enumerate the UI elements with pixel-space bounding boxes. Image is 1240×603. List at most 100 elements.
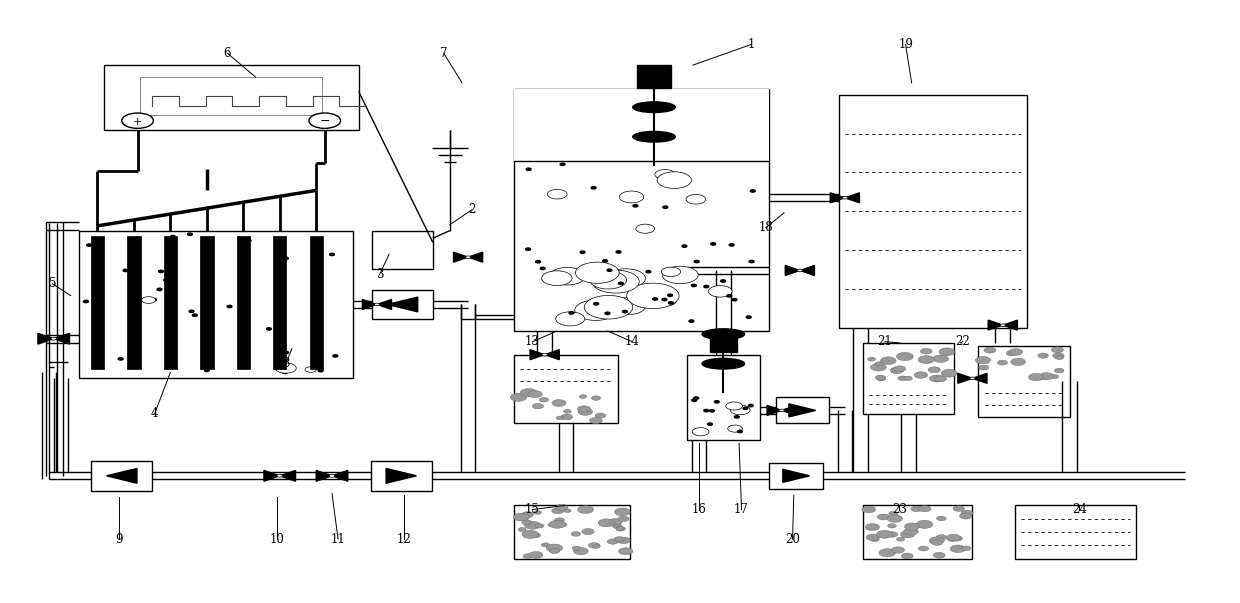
Circle shape — [606, 269, 646, 288]
Circle shape — [542, 543, 549, 547]
Circle shape — [694, 397, 698, 399]
Circle shape — [692, 399, 697, 402]
Circle shape — [997, 360, 1007, 365]
Text: −: − — [320, 115, 330, 128]
Circle shape — [613, 524, 622, 529]
Polygon shape — [467, 252, 482, 262]
Circle shape — [575, 300, 616, 320]
Bar — [91, 236, 104, 370]
Polygon shape — [957, 373, 972, 384]
Circle shape — [170, 236, 175, 238]
Polygon shape — [844, 193, 859, 203]
Circle shape — [603, 260, 608, 262]
Circle shape — [870, 364, 887, 371]
Circle shape — [332, 355, 337, 357]
Circle shape — [159, 270, 164, 273]
Circle shape — [547, 189, 567, 199]
Circle shape — [626, 283, 680, 309]
Circle shape — [608, 269, 611, 271]
Text: 8: 8 — [283, 357, 289, 370]
Ellipse shape — [632, 131, 676, 142]
Circle shape — [797, 269, 802, 272]
Polygon shape — [831, 193, 844, 203]
Circle shape — [1038, 353, 1049, 358]
Circle shape — [582, 529, 594, 535]
Circle shape — [559, 523, 567, 526]
Circle shape — [692, 285, 697, 286]
Circle shape — [632, 204, 637, 207]
Circle shape — [580, 251, 585, 253]
Circle shape — [525, 522, 541, 529]
Circle shape — [711, 243, 715, 245]
Circle shape — [842, 197, 847, 199]
Circle shape — [704, 409, 709, 412]
Circle shape — [157, 288, 162, 291]
Circle shape — [541, 267, 546, 270]
Circle shape — [277, 475, 283, 477]
Circle shape — [919, 546, 929, 551]
Circle shape — [305, 367, 316, 372]
Circle shape — [929, 537, 944, 545]
Circle shape — [246, 239, 250, 242]
Bar — [838, 95, 1027, 328]
Text: 14: 14 — [625, 335, 640, 348]
Bar — [515, 89, 770, 162]
Circle shape — [870, 537, 879, 541]
Bar — [372, 230, 433, 269]
Circle shape — [941, 369, 957, 377]
Polygon shape — [781, 405, 796, 415]
Bar — [273, 236, 286, 370]
Circle shape — [918, 356, 935, 364]
Circle shape — [890, 367, 904, 374]
Circle shape — [618, 516, 629, 522]
Circle shape — [727, 295, 732, 297]
Circle shape — [880, 357, 897, 364]
Bar — [310, 236, 322, 370]
Text: 22: 22 — [955, 335, 970, 348]
Circle shape — [1009, 349, 1023, 355]
Polygon shape — [387, 297, 418, 312]
Circle shape — [539, 397, 548, 402]
Circle shape — [1054, 368, 1064, 373]
Polygon shape — [280, 470, 295, 481]
Circle shape — [714, 400, 719, 403]
Circle shape — [329, 475, 335, 477]
Circle shape — [563, 409, 572, 413]
Circle shape — [619, 548, 632, 555]
Circle shape — [882, 534, 890, 537]
Circle shape — [129, 238, 134, 240]
Circle shape — [877, 531, 893, 538]
Ellipse shape — [632, 102, 676, 113]
Circle shape — [227, 305, 232, 308]
Text: 18: 18 — [759, 221, 774, 234]
Circle shape — [526, 168, 531, 171]
Circle shape — [946, 534, 961, 541]
Circle shape — [518, 528, 526, 532]
Polygon shape — [529, 350, 544, 359]
Bar — [515, 89, 770, 331]
Circle shape — [928, 367, 940, 373]
Bar — [92, 461, 153, 491]
Circle shape — [868, 357, 875, 361]
Circle shape — [919, 506, 931, 512]
Polygon shape — [800, 265, 815, 276]
Circle shape — [591, 270, 640, 293]
Circle shape — [594, 303, 599, 305]
Polygon shape — [38, 333, 53, 344]
Text: 24: 24 — [1071, 503, 1086, 516]
Bar — [863, 505, 972, 558]
Circle shape — [528, 552, 543, 558]
Bar — [140, 77, 322, 115]
Ellipse shape — [702, 358, 744, 369]
Circle shape — [708, 286, 732, 297]
Bar — [1014, 505, 1136, 558]
Circle shape — [936, 516, 946, 521]
Circle shape — [549, 520, 565, 528]
Circle shape — [636, 224, 655, 233]
Circle shape — [1039, 373, 1054, 380]
Circle shape — [866, 523, 879, 531]
Circle shape — [123, 269, 128, 271]
Ellipse shape — [702, 329, 744, 339]
Polygon shape — [377, 300, 392, 309]
Circle shape — [608, 519, 622, 525]
